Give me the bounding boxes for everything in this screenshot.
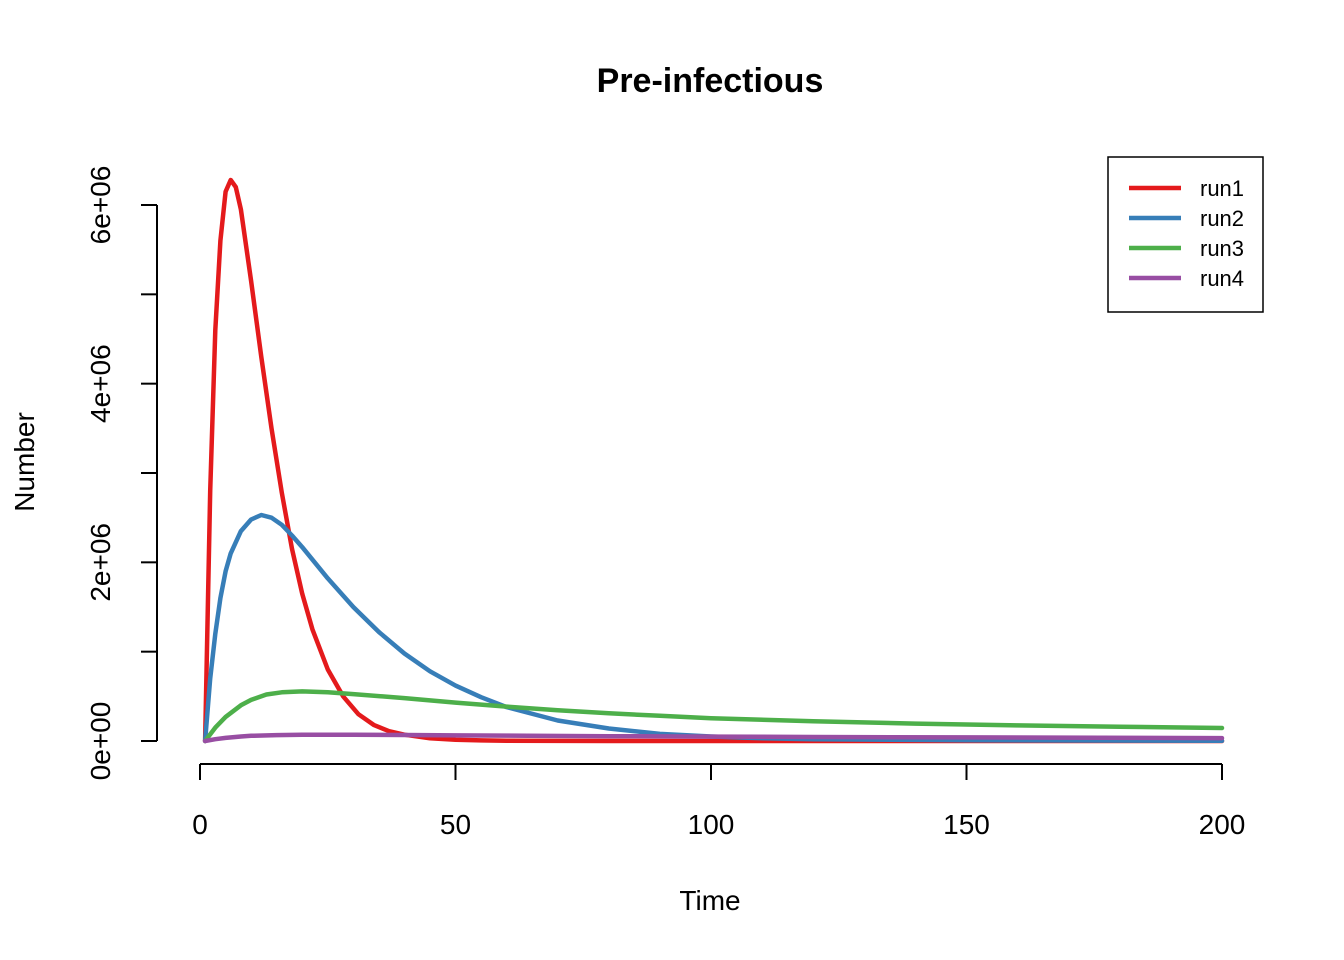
x-tick-label: 200 [1199, 809, 1246, 840]
x-tick-label: 150 [943, 809, 990, 840]
y-tick-label: 6e+06 [85, 166, 116, 245]
y-tick-label: 4e+06 [85, 344, 116, 423]
legend-box [1107, 156, 1264, 313]
chart-title: Pre-infectious [597, 62, 824, 100]
x-axis: 0 50 100 150 200 [192, 763, 1246, 840]
x-tick-label: 100 [688, 809, 735, 840]
series-line-run1 [202, 177, 1225, 744]
legend-items: run1 run2 run3 run4 [1129, 176, 1244, 291]
x-tick-label: 0 [192, 809, 208, 840]
y-axis-label: Number [9, 412, 40, 512]
legend-label-run1: run1 [1200, 176, 1244, 201]
legend-label-run2: run2 [1200, 206, 1244, 231]
series-line-run3 [202, 689, 1225, 744]
legend-label-run4: run4 [1200, 266, 1244, 291]
y-tick-label: 2e+06 [85, 523, 116, 602]
x-tick-label: 50 [440, 809, 471, 840]
legend: run1 run2 run3 run4 [1107, 156, 1264, 313]
legend-label-run3: run3 [1200, 236, 1244, 261]
y-axis: 0e+00 2e+06 4e+06 6e+06 [85, 166, 158, 781]
y-tick-label: 0e+00 [85, 702, 116, 781]
plot-series [202, 177, 1225, 744]
series-line-run2 [202, 512, 1225, 744]
x-axis-label: Time [679, 885, 740, 916]
series-line-run4 [202, 732, 1225, 744]
